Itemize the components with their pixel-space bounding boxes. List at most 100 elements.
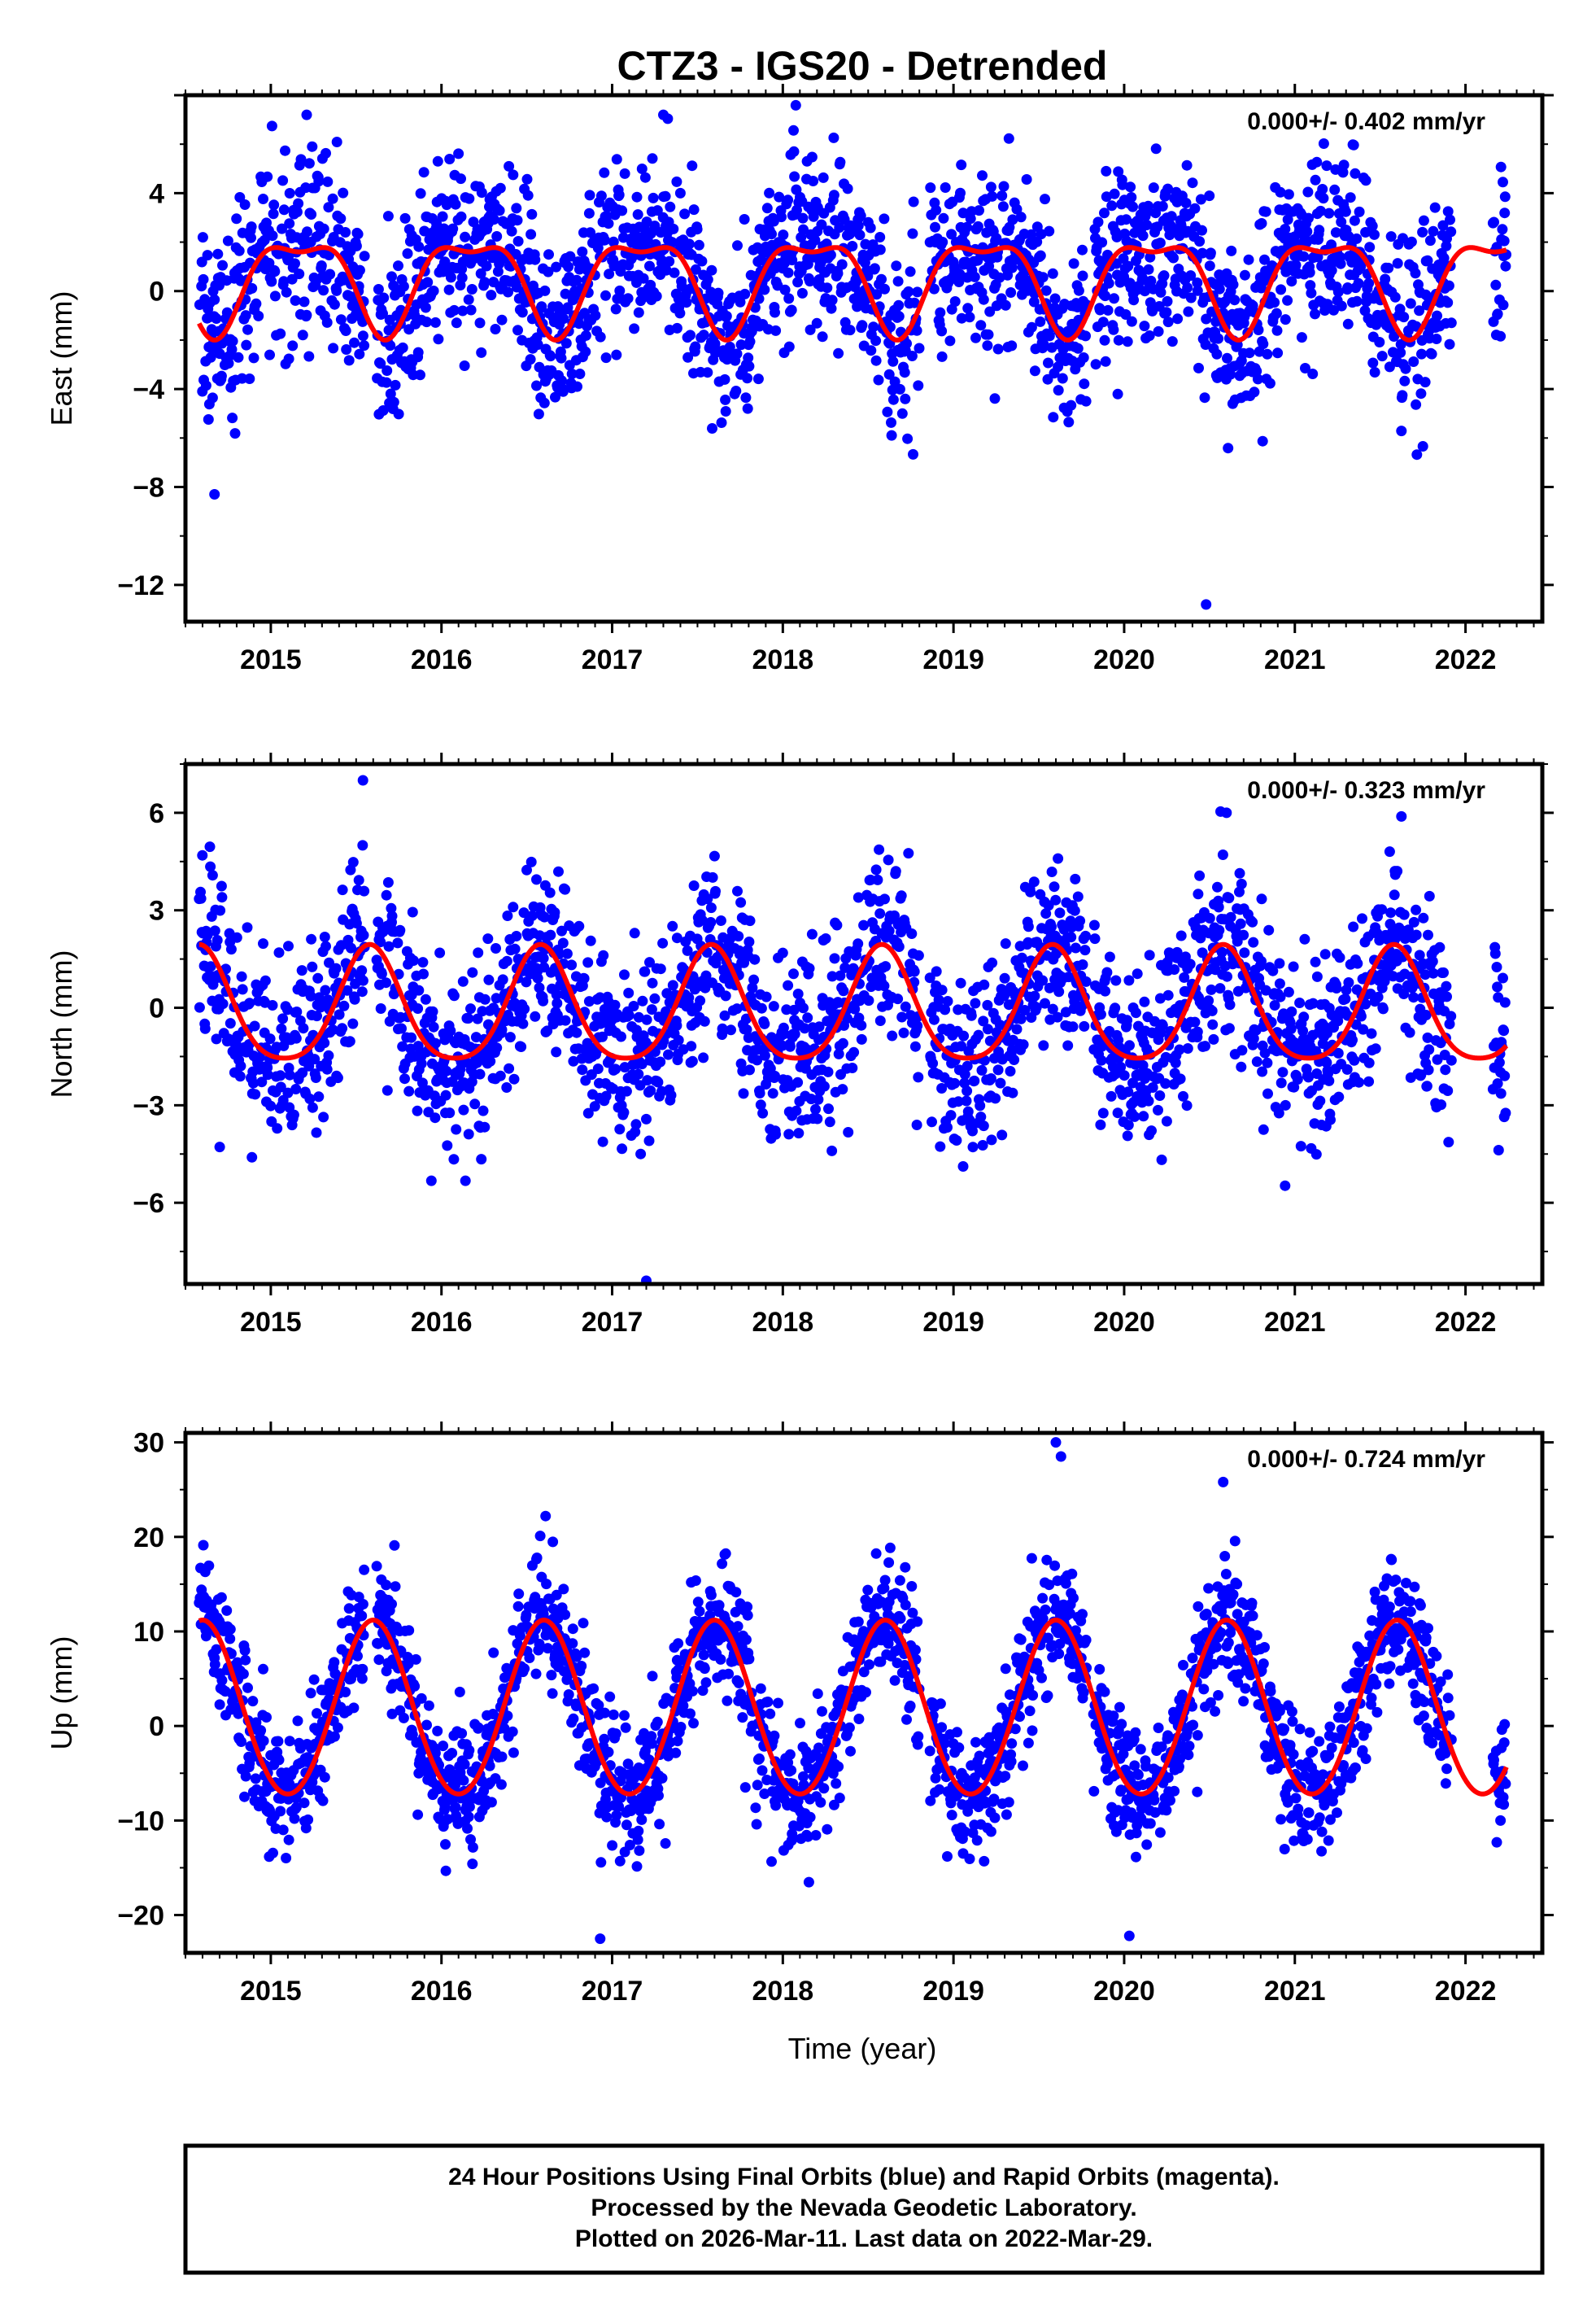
east-data-point [539,285,551,296]
east-data-point [1141,220,1153,230]
north-data-point [552,998,563,1009]
east-data-point [318,223,329,234]
north-data-point [1277,1067,1289,1078]
east-data-point [453,148,464,159]
north-data-point [985,1073,996,1084]
north-data-point [978,1015,989,1027]
north-data-point [309,1054,321,1065]
east-data-point [617,205,628,216]
east-data-point [1161,307,1172,318]
north-data-point [1258,1124,1269,1135]
east-data-point [466,284,477,295]
east-data-point [386,271,397,282]
east-data-point [1101,191,1112,203]
east-data-point [214,280,225,291]
east-data-point [491,231,503,242]
north-data-point [936,985,948,996]
north-data-point [517,1018,529,1029]
north-data-point [610,1063,621,1075]
east-data-point [1329,184,1341,195]
north-data-point [628,1001,639,1011]
north-data-point [1060,1007,1071,1018]
north-data-point [291,1007,303,1017]
north-data-point [733,931,744,942]
north-data-point [214,1142,225,1153]
north-data-point [903,848,914,859]
north-data-point [1333,1091,1345,1103]
north-data-point [1214,924,1225,936]
north-data-point [420,994,431,1005]
east-data-point [1181,159,1193,171]
north-data-point [359,885,370,897]
east-data-point [571,274,582,286]
east-data-point [817,331,828,343]
east-data-point [278,204,290,216]
east-data-point [876,273,887,285]
east-data-point [789,171,800,182]
north-data-point [458,1104,469,1116]
east-data-point [996,190,1008,201]
north-data-point [1062,1040,1074,1051]
north-data-point [744,1064,755,1076]
east-data-point [679,208,691,220]
east-data-point [720,406,731,417]
east-data-point [604,269,615,280]
east-data-point [1426,348,1437,360]
north-data-point [1234,867,1245,879]
north-data-point [1441,991,1452,1002]
north-data-point [1049,881,1060,893]
east-data-point [302,226,312,238]
north-data-point [382,877,394,888]
east-data-point [1283,189,1294,200]
north-data-point [277,1013,289,1024]
east-data-point [240,310,251,321]
east-data-point [445,272,456,283]
east-data-point [854,229,866,241]
north-data-point [1398,989,1410,999]
north-data-point [225,944,237,955]
north-data-point [793,1128,805,1139]
east-data-point [508,169,519,181]
east-data-point [283,251,294,263]
north-data-point [1184,959,1196,970]
north-data-point [783,1129,795,1140]
north-data-point [483,974,495,985]
north-data-point [297,1067,308,1078]
north-data-point [1096,1055,1107,1066]
north-data-point [1236,1061,1247,1072]
east-data-point [1383,262,1394,273]
east-data-point [681,297,692,308]
east-data-point [299,296,310,308]
north-data-point [542,1025,553,1037]
east-data-point [1340,206,1351,217]
y-tick-label: −3 [133,1090,164,1121]
north-data-point [597,1031,608,1042]
north-data-point [1404,1027,1415,1038]
north-data-point [358,929,369,941]
east-data-point [1126,192,1137,203]
north-data-point [553,866,564,877]
north-data-point [539,911,550,923]
east-data-point [1243,254,1254,265]
north-data-point [956,1041,967,1052]
east-data-point [303,351,315,362]
north-data-point [195,893,207,904]
north-data-point [835,970,846,981]
east-data-point [1108,324,1119,335]
north-data-point [1288,961,1299,972]
east-data-point [375,358,386,369]
east-data-point [1226,245,1237,256]
east-seasonal-fit-line [197,245,1508,343]
north-data-point [942,1122,953,1133]
north-data-point [1370,1043,1381,1055]
north-data-point [678,1044,689,1055]
north-data-point [1223,893,1235,904]
north-data-point [304,1094,316,1104]
east-data-point [517,307,528,318]
up-data-point [216,1592,227,1603]
north-data-point [761,991,772,1002]
east-data-point [879,283,890,295]
north-data-point [1411,904,1422,915]
x-tick-label: 2022 [1435,1307,1497,1338]
